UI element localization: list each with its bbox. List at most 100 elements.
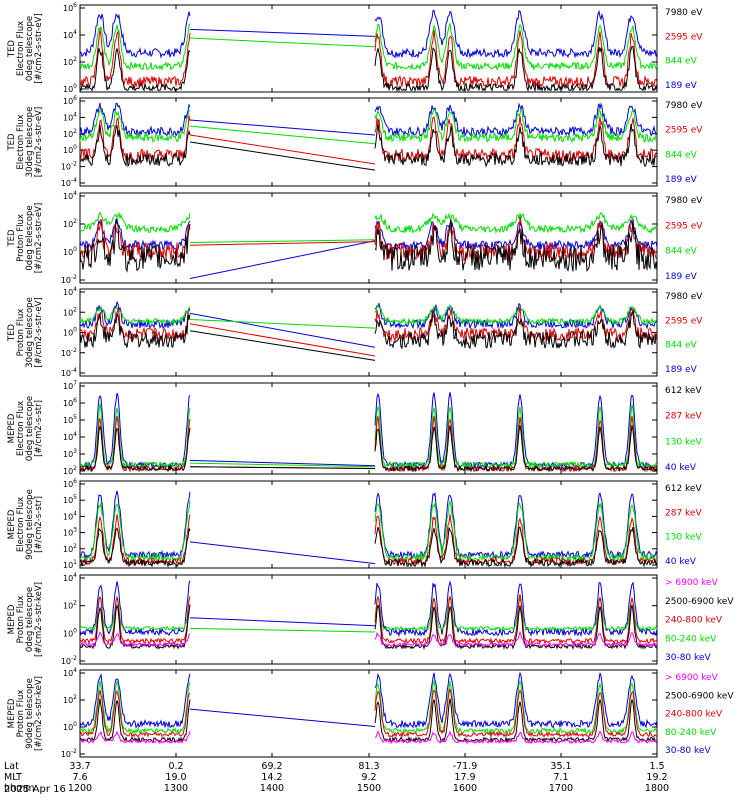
- y-tick-label: 107: [63, 380, 77, 391]
- legend-entry: 189 eV: [665, 175, 698, 185]
- y-tick-label: 105: [63, 414, 77, 425]
- y-axis-label: [#/cm2-s-str]: [34, 496, 44, 553]
- series-green: [374, 212, 658, 235]
- y-tick-label: 104: [63, 111, 77, 122]
- y-axis-label: Electron Flux: [16, 21, 26, 76]
- x-tick-label: 19.2: [646, 772, 667, 783]
- y-axis-label: Proton Flux: [16, 690, 26, 738]
- legend-entry: 844 eV: [665, 341, 698, 351]
- series-blue-gap-line: [189, 28, 376, 37]
- series-blue: [79, 11, 191, 59]
- y-tick-label: 100: [63, 327, 77, 338]
- date-label: 2025 Apr 16: [4, 784, 66, 795]
- y-tick-label: 10-2: [61, 347, 77, 358]
- series-red-gap-line: [189, 323, 376, 357]
- y-axis-label: Electron Flux: [16, 497, 26, 552]
- series-blue-gap-line: [189, 708, 376, 728]
- series-black: [79, 218, 191, 273]
- panel-6: 106 105 104 103 102 101 MEPED Electron Flux 90de…: [7, 478, 702, 570]
- y-tick-label: 103: [63, 527, 77, 538]
- y-tick-label: 10-4: [61, 177, 77, 188]
- legend-entry: 2595 eV: [665, 221, 703, 231]
- series-green: [374, 499, 658, 563]
- y-tick-label: 10-2: [61, 748, 77, 759]
- y-axis-label: MEPED: [7, 698, 17, 728]
- series-green: [374, 108, 658, 144]
- x-tick-label: 1700: [549, 783, 573, 794]
- legend-entry: 2500-6900 keV: [665, 597, 734, 607]
- y-axis-label: [#/cm2-s-str-keV]: [34, 676, 44, 751]
- y-tick-label: 100: [63, 721, 77, 732]
- series-black: [374, 122, 658, 168]
- y-axis-label: TED: [7, 323, 17, 342]
- x-tick-label: 69.2: [261, 761, 282, 772]
- series-blue-gap-line: [189, 312, 376, 348]
- y-axis-label: TED: [7, 229, 17, 248]
- x-tick-label: 1.5: [649, 761, 664, 772]
- x-row-label: MLT: [4, 772, 22, 783]
- y-axis-label: [#/cm2-s-str-eV]: [34, 203, 44, 273]
- series-green-gap-line: [189, 239, 376, 243]
- y-axis-label: [#/cm2-s-str-eV]: [34, 297, 44, 367]
- series-black: [374, 425, 658, 473]
- y-axis-label: Electron Flux: [16, 401, 26, 456]
- series-blue: [374, 302, 658, 330]
- x-tick-label: 1200: [68, 783, 92, 794]
- y-axis-label: TED: [7, 39, 17, 58]
- series-black-gap-line: [189, 141, 376, 171]
- legend-entry: 189 eV: [665, 365, 698, 375]
- series-green: [374, 595, 658, 632]
- series-blue-gap-line: [189, 459, 376, 467]
- legend-entry: 7980 eV: [665, 292, 703, 302]
- y-tick-label: 106: [63, 2, 77, 13]
- y-axis-label: [#/cm2-s-str-eV]: [34, 13, 44, 83]
- series-blue-gap-line: [189, 541, 376, 565]
- panel-frame: [79, 192, 658, 284]
- series-green: [79, 500, 191, 563]
- series-green: [79, 403, 191, 469]
- legend-entry: 40 keV: [665, 557, 697, 567]
- y-tick-label: 106: [63, 397, 77, 408]
- x-tick-label: 14.2: [261, 772, 282, 783]
- series-black: [374, 526, 658, 568]
- panel-8: 104 102 100 10-2 MEPED Proton Flux 90deg teles…: [7, 667, 734, 759]
- y-tick-label: 102: [63, 465, 77, 476]
- y-tick-label: 102: [63, 694, 77, 705]
- y-axis-label: MEPED: [7, 509, 17, 539]
- y-axis-label: 90deg telescope: [25, 489, 35, 560]
- series-red: [374, 688, 657, 739]
- y-axis-label: 0deg telescope: [25, 205, 35, 270]
- legend-entry: 30-80 keV: [665, 653, 711, 663]
- y-axis-label: 30deg telescope: [25, 107, 35, 178]
- legend-entry: 7980 eV: [665, 101, 703, 111]
- y-tick-label: 104: [63, 667, 77, 678]
- x-tick-label: 17.9: [454, 772, 475, 783]
- legend-entry: 287 keV: [665, 412, 702, 422]
- panel-2: 106 104 102 100 10-2 10-4 TED Electron Flux 30de…: [7, 95, 703, 188]
- series-green: [374, 404, 658, 470]
- y-axis-label: 0deg telescope: [25, 16, 35, 81]
- series-red: [79, 219, 191, 261]
- series-green-gap-line: [189, 37, 376, 48]
- series-blue: [79, 102, 191, 137]
- y-axis-label: Electron Flux: [16, 114, 26, 169]
- y-tick-label: 106: [63, 478, 77, 489]
- x-tick-label: 1600: [453, 783, 477, 794]
- x-tick-label: 7.1: [553, 772, 568, 783]
- x-tick-label: 1300: [164, 783, 188, 794]
- y-tick-label: 103: [63, 448, 77, 459]
- y-tick-label: 106: [63, 95, 77, 106]
- y-tick-label: 100: [63, 627, 77, 638]
- series-green: [374, 23, 658, 71]
- legend-entry: 80-240 keV: [665, 634, 717, 644]
- legend-entry: 189 eV: [665, 81, 698, 91]
- series-green-gap-line: [189, 462, 376, 468]
- series-black-gap-line: [189, 466, 376, 470]
- x-row-label: hhmm: [4, 783, 35, 794]
- series-black-gap-line: [189, 330, 376, 361]
- y-tick-label: 105: [63, 494, 77, 505]
- series-blue-gap-line: [189, 240, 376, 279]
- x-row-label: Lat: [4, 761, 19, 772]
- y-axis-label: [#/cm2-s-str-keV]: [34, 582, 44, 657]
- panel-4: 104 102 100 10-2 10-4 TED Proton Flux 30deg tel…: [7, 286, 703, 378]
